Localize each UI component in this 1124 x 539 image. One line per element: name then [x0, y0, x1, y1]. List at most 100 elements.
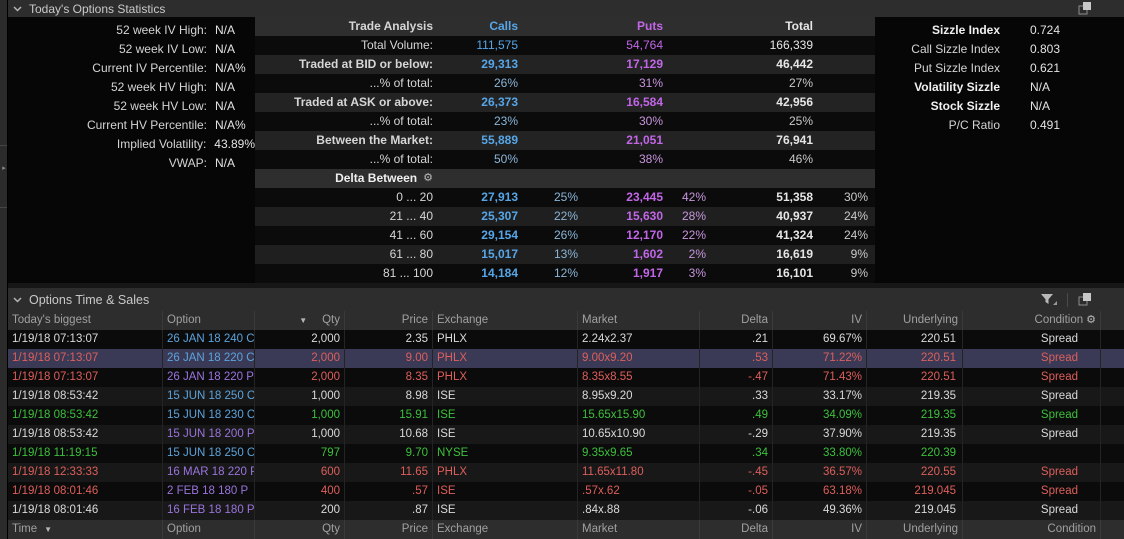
total-pct: 24% [843, 228, 868, 242]
cell-iv: 63.18% [773, 482, 867, 501]
cell-delta: .53 [700, 349, 773, 368]
cell-underlying: 220.55 [867, 463, 963, 482]
stat-value: 0.803 [1030, 42, 1061, 56]
time-sales-row[interactable]: 1/19/18 08:53:42 15 JUN 18 230 C 1,000 1… [8, 406, 1124, 425]
col-header-market[interactable]: Market [578, 311, 700, 330]
cell-iv: 69.67% [773, 330, 867, 349]
col-footer-price[interactable]: Price [345, 520, 433, 539]
chevron-down-icon[interactable] [13, 296, 22, 303]
cell-filler [1101, 387, 1124, 406]
stat-label: 52 week IV High: [116, 23, 207, 37]
stat-row: Current IV Percentile: N/A% [8, 59, 255, 78]
stat-value: N/A% [215, 118, 246, 132]
stat-label: Current IV Percentile: [92, 61, 207, 75]
col-footer-option[interactable]: Option [163, 520, 255, 539]
stat-row: Stock Sizzle N/A [875, 97, 1124, 116]
time-sales-row[interactable]: 1/19/18 11:19:15 15 JUN 18 250 C 797 9.7… [8, 444, 1124, 463]
time-sales-row[interactable]: 1/19/18 07:13:07 26 JAN 18 220 P 2,000 8… [8, 368, 1124, 387]
time-sales-row[interactable]: 1/19/18 08:01:46 2 FEB 18 180 P 400 .57 … [8, 482, 1124, 501]
sort-desc-icon[interactable]: ▼ [299, 316, 308, 325]
total-value: 46,442 [776, 57, 813, 71]
stat-value: 0.491 [1030, 118, 1061, 132]
cell-market: .84x.88 [578, 501, 700, 520]
cell-filler [1101, 482, 1124, 501]
cell-condition: Spread [963, 349, 1101, 368]
calls-value: 50% [493, 152, 518, 166]
cell-condition: Spread [963, 406, 1101, 425]
col-header-condition[interactable]: Condition ⚙ [963, 311, 1101, 330]
col-footer-underlying[interactable]: Underlying [867, 520, 963, 539]
cell-condition: Spread [963, 387, 1101, 406]
col-footer-delta[interactable]: Delta [700, 520, 773, 539]
total-pct [813, 131, 868, 150]
stat-value: N/A% [215, 61, 246, 75]
time-sales-row[interactable]: 1/19/18 08:53:42 15 JUN 18 200 P 1,000 1… [8, 425, 1124, 444]
col-footer-iv[interactable]: IV [773, 520, 867, 539]
cell-filler [1101, 349, 1124, 368]
toolbar-divider [1067, 292, 1068, 307]
total-pct: 9% [850, 266, 868, 280]
col-footer-exchange[interactable]: Exchange [433, 520, 578, 539]
gear-icon[interactable]: ⚙ [1086, 314, 1096, 326]
col-header-underlying[interactable]: Underlying [867, 311, 963, 330]
sort-desc-icon[interactable]: ▼ [44, 525, 53, 534]
cell-filler [1101, 406, 1124, 425]
stat-row: 52 week HV Low: N/A [8, 97, 255, 116]
cell-market: 11.65x11.80 [578, 463, 700, 482]
stat-label: Implied Volatility: [116, 137, 207, 151]
col-footer-market[interactable]: Market [578, 520, 700, 539]
col-header-iv[interactable]: IV [773, 311, 867, 330]
stat-value: 43.89% [214, 137, 255, 151]
trade-analysis-row-label: Total Volume: [360, 38, 433, 52]
cell-time: 1/19/18 08:01:46 [8, 482, 163, 501]
col-header-qty[interactable]: ▼ Qty [255, 311, 345, 330]
cell-qty: 1,000 [255, 425, 345, 444]
total-pct: 30% [843, 190, 868, 204]
detach-panel-icon[interactable] [1078, 293, 1092, 306]
col-header-option[interactable]: Option [163, 311, 255, 330]
time-sales-titlebar[interactable]: Options Time & Sales [8, 288, 1124, 311]
total-value: 51,358 [776, 190, 813, 204]
cell-condition: Spread [963, 330, 1101, 349]
time-sales-row[interactable]: 1/19/18 07:13:07 26 JAN 18 220 C 2,000 9… [8, 349, 1124, 368]
panel-separator [8, 283, 1124, 288]
cell-qty: 600 [255, 463, 345, 482]
calls-pct [518, 55, 578, 74]
cell-market: 8.35x8.55 [578, 368, 700, 387]
stats-panel-titlebar[interactable]: Today's Options Statistics [8, 0, 1124, 17]
detach-panel-icon[interactable] [1078, 2, 1092, 15]
chevron-down-icon[interactable] [13, 5, 22, 12]
col-footer-time[interactable]: Time ▼ [8, 520, 163, 539]
time-sales-row[interactable]: 1/19/18 07:13:07 26 JAN 18 240 C 2,000 2… [8, 330, 1124, 349]
total-pct [813, 74, 868, 93]
col-header-delta[interactable]: Delta [700, 311, 773, 330]
stat-label: P/C Ratio [948, 118, 1000, 132]
col-header-price[interactable]: Price [345, 311, 433, 330]
gear-icon[interactable]: ⚙ [423, 172, 433, 184]
col-header-exchange[interactable]: Exchange [433, 311, 578, 330]
cell-filler [1101, 330, 1124, 349]
filter-icon[interactable] [1040, 293, 1057, 306]
time-sales-row[interactable]: 1/19/18 08:53:42 15 JUN 18 250 C 1,000 8… [8, 387, 1124, 406]
col-header-time[interactable]: Today's biggest [8, 311, 163, 330]
puts-pct [663, 112, 706, 131]
cell-market: .57x.62 [578, 482, 700, 501]
time-sales-row[interactable]: 1/19/18 12:33:33 16 MAR 18 220 P 600 11.… [8, 463, 1124, 482]
time-sales-row[interactable]: 1/19/18 08:01:46 16 FEB 18 180 P 200 .87… [8, 501, 1124, 520]
cell-exchange: PHLX [433, 463, 578, 482]
col-footer-condition[interactable]: Condition [963, 520, 1101, 539]
stat-row: Put Sizzle Index 0.621 [875, 59, 1124, 78]
stat-value: N/A [1030, 80, 1051, 94]
puts-value: 12,170 [626, 228, 663, 242]
cell-price: 15.91 [345, 406, 433, 425]
cell-underlying: 220.51 [867, 330, 963, 349]
left-splitter[interactable]: ▸ [0, 0, 8, 539]
expand-sidebar-arrow[interactable]: ▸ [2, 165, 6, 172]
puts-pct: 42% [681, 190, 706, 204]
puts-pct: 28% [681, 209, 706, 223]
cell-underlying: 220.51 [867, 368, 963, 387]
col-footer-qty[interactable]: Qty [255, 520, 345, 539]
cell-option: 16 FEB 18 180 P [163, 501, 255, 520]
time-sales-header-row: Today's biggest Option ▼ Qty Price Exchan… [8, 311, 1124, 330]
cell-qty: 200 [255, 501, 345, 520]
